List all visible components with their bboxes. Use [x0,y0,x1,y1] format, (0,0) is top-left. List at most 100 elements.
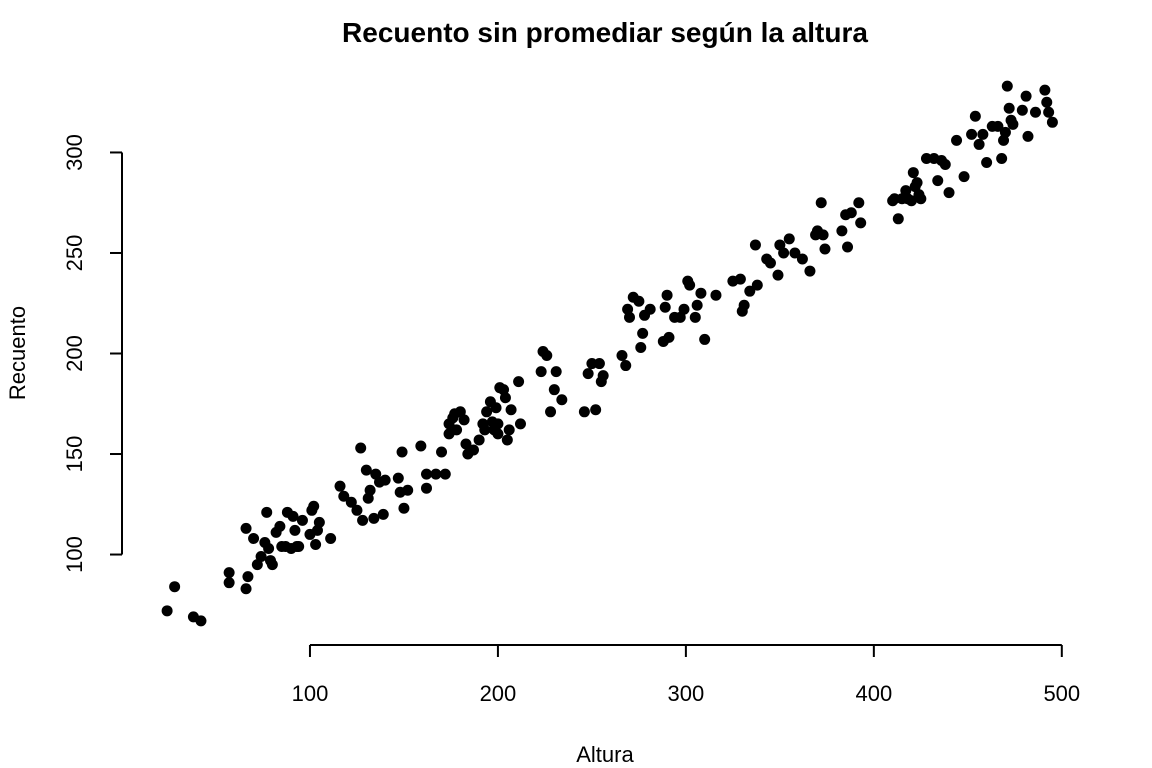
data-point [644,303,656,315]
data-point [578,406,590,418]
data-point [958,171,970,183]
data-point [492,428,504,440]
data-point [223,577,235,589]
data-point [966,128,978,140]
data-point [364,484,376,496]
data-point [439,468,451,480]
data-point [248,532,260,544]
data-point [586,358,598,370]
data-point [943,187,955,199]
data-point [255,551,267,563]
data-point [915,193,927,205]
data-point [240,522,252,534]
data-point [458,414,470,426]
data-point [355,442,367,454]
data-point [293,540,305,552]
data-point [633,295,645,307]
data-point [420,468,432,480]
data-point [689,311,701,323]
data-point [710,289,722,301]
data-point [1043,106,1055,118]
x-axis-label: Altura [576,742,634,767]
data-point [345,496,357,508]
data-point [973,138,985,150]
data-point [334,480,346,492]
data-point [223,567,235,579]
data-point [402,484,414,496]
data-point [313,516,325,528]
chart-title: Recuento sin promediar según la altura [342,17,868,48]
y-tick-label: 200 [62,335,87,372]
x-tick-label: 100 [292,681,329,706]
data-point [420,482,432,494]
data-point [513,376,525,388]
data-point [261,506,273,518]
data-point [855,217,867,229]
data-point [804,265,816,277]
data-point [1007,118,1019,130]
data-point [325,532,337,544]
data-point [635,341,647,353]
data-point [1020,90,1032,102]
data-point [951,134,963,146]
data-point [659,301,671,313]
data-point [240,583,252,595]
data-point [738,299,750,311]
data-point [460,438,472,450]
data-point [490,402,502,414]
x-tick-label: 200 [480,681,517,706]
data-point [274,520,286,532]
data-point [377,508,389,520]
data-point [582,368,594,380]
data-point [932,175,944,187]
data-point [360,464,372,476]
data-point [907,167,919,179]
data-point [392,472,404,484]
data-point [778,247,790,259]
x-tick-label: 500 [1043,681,1080,706]
data-point [514,418,526,430]
data-point [1016,104,1028,116]
data-point [796,253,808,265]
data-point [905,195,917,207]
data-point [744,285,756,297]
data-point [783,233,795,245]
data-point [695,287,707,299]
y-tick-label: 150 [62,436,87,473]
data-point [981,157,993,169]
data-point [499,392,511,404]
data-point [1022,130,1034,142]
data-point [430,468,442,480]
data-point [836,225,848,237]
data-point [195,615,207,627]
y-axis-label: Recuento [5,306,30,400]
data-point [415,440,427,452]
data-point [889,193,901,205]
data-point [734,273,746,285]
data-point [535,366,547,378]
data-point [699,333,711,345]
data-point [169,581,181,593]
data-point [357,514,369,526]
data-points [161,80,1058,627]
data-point [620,360,632,372]
data-point [503,424,515,436]
data-point [1029,106,1041,118]
data-point [892,213,904,225]
data-point [789,247,801,259]
data-point [911,177,923,189]
data-point [661,289,673,301]
data-point [379,474,391,486]
data-point [398,502,410,514]
data-point [479,424,491,436]
data-point [556,394,568,406]
data-point [1001,80,1013,92]
data-point [541,350,553,362]
data-point [999,126,1011,138]
data-point [296,514,308,526]
data-point [1003,102,1015,114]
data-point [815,197,827,209]
data-point [992,120,1004,132]
data-point [310,538,322,550]
data-point [939,159,951,171]
